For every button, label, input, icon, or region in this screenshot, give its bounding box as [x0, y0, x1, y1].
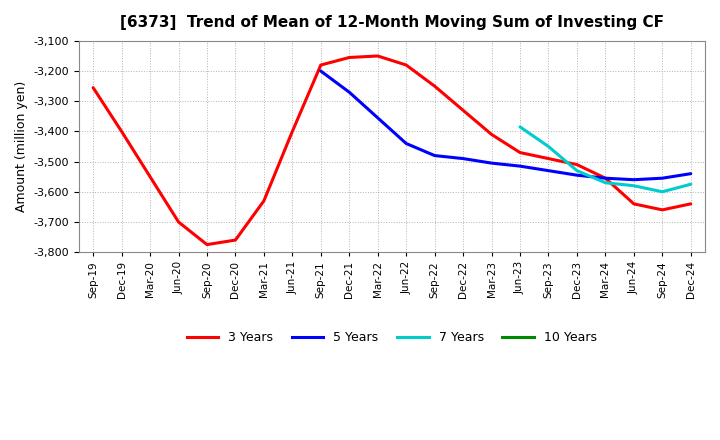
Line: 5 Years: 5 Years: [321, 71, 690, 180]
5 Years: [658, 176, 667, 181]
Line: 3 Years: 3 Years: [93, 56, 690, 245]
7 Years: [629, 183, 638, 188]
3 Years: [572, 162, 581, 167]
Title: [6373]  Trend of Mean of 12-Month Moving Sum of Investing CF: [6373] Trend of Mean of 12-Month Moving …: [120, 15, 664, 30]
3 Years: [601, 176, 610, 181]
3 Years: [89, 85, 97, 90]
3 Years: [117, 129, 126, 134]
3 Years: [686, 201, 695, 206]
3 Years: [317, 62, 325, 68]
Line: 7 Years: 7 Years: [520, 127, 690, 192]
3 Years: [345, 55, 354, 60]
7 Years: [686, 182, 695, 187]
Legend: 3 Years, 5 Years, 7 Years, 10 Years: 3 Years, 5 Years, 7 Years, 10 Years: [182, 326, 602, 349]
5 Years: [601, 176, 610, 181]
3 Years: [231, 238, 240, 243]
3 Years: [629, 201, 638, 206]
5 Years: [629, 177, 638, 182]
3 Years: [658, 207, 667, 213]
7 Years: [516, 124, 524, 129]
3 Years: [260, 198, 269, 203]
5 Years: [402, 141, 410, 146]
5 Years: [374, 115, 382, 121]
3 Years: [516, 150, 524, 155]
7 Years: [601, 180, 610, 185]
3 Years: [431, 84, 439, 89]
3 Years: [487, 132, 496, 137]
3 Years: [145, 174, 154, 180]
3 Years: [374, 53, 382, 59]
7 Years: [544, 144, 553, 149]
5 Years: [345, 90, 354, 95]
5 Years: [516, 164, 524, 169]
5 Years: [317, 69, 325, 74]
5 Years: [487, 161, 496, 166]
7 Years: [572, 168, 581, 173]
3 Years: [459, 108, 467, 113]
3 Years: [544, 156, 553, 161]
3 Years: [202, 242, 211, 247]
5 Years: [544, 168, 553, 173]
3 Years: [288, 129, 297, 134]
5 Years: [572, 172, 581, 178]
Y-axis label: Amount (million yen): Amount (million yen): [15, 81, 28, 212]
3 Years: [402, 62, 410, 68]
5 Years: [431, 153, 439, 158]
5 Years: [459, 156, 467, 161]
3 Years: [174, 219, 183, 224]
7 Years: [658, 189, 667, 194]
5 Years: [686, 171, 695, 176]
